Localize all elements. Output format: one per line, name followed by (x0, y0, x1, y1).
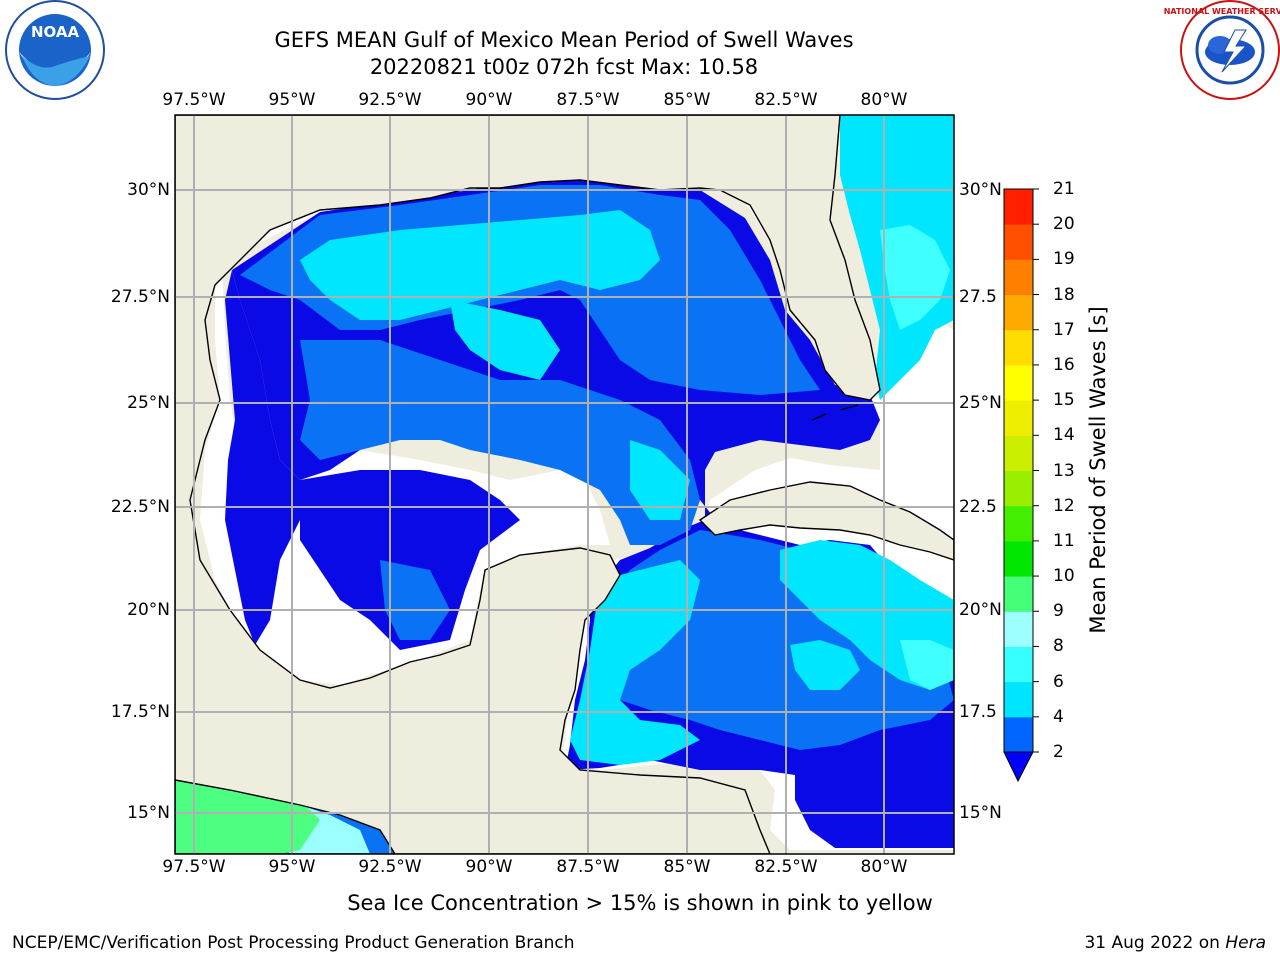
lat-label-right: 30°N (959, 180, 1002, 200)
nws-logo: NATIONAL WEATHER SERVICE (1164, 0, 1280, 100)
lat-label-right: 15°N (959, 803, 1002, 823)
colorbar-segment (1004, 259, 1033, 296)
colorbar-tick-label: 21 (1053, 179, 1075, 199)
colorbar-segment (1004, 505, 1033, 542)
colorbar-segment (1004, 540, 1033, 577)
colorbar (1003, 188, 1039, 783)
lat-label-right: 27.5 (959, 287, 997, 307)
colorbar-tick-label: 17 (1053, 319, 1075, 340)
lat-label-left: 15°N (127, 803, 170, 823)
noaa-logo-text: NOAA (31, 23, 80, 41)
lon-label-top: 87.5°W (556, 90, 620, 110)
footer-host: Hera (1225, 933, 1266, 953)
lon-label-top: 80°W (860, 90, 908, 110)
lat-label-left: 17.5°N (110, 702, 170, 722)
lon-label-bottom: 87.5°W (556, 857, 620, 877)
colorbar-segment (1004, 611, 1033, 647)
colorbar-segment (1004, 646, 1033, 683)
lon-label-bottom: 92.5°W (358, 857, 422, 877)
lat-label-left: 22.5°N (110, 497, 170, 517)
colorbar-tick-label: 6 (1053, 671, 1064, 692)
colorbar-tick-label: 18 (1053, 284, 1075, 305)
colorbar-tick-label: 2 (1053, 742, 1064, 762)
colorbar-tick-label: 15 (1053, 390, 1075, 411)
colorbar-segment (1004, 435, 1033, 471)
footer-run-info: 31 Aug 2022 on Hera (1084, 933, 1266, 953)
lon-label-bottom: 80°W (860, 857, 908, 877)
chart-subtitle: 20220821 t00z 072h fcst Max: 10.58 (369, 55, 759, 79)
colorbar-tick-label: 14 (1053, 425, 1075, 446)
lon-label-top: 97.5°W (162, 90, 226, 110)
lat-label-left: 25°N (127, 393, 170, 413)
map-frame (174, 114, 955, 855)
colorbar-tick-label: 10 (1053, 566, 1075, 587)
colorbar-tick-label: 9 (1053, 601, 1064, 622)
colorbar-segment (1004, 189, 1033, 225)
lat-label-right: 20°N (959, 600, 1002, 620)
lon-label-bottom: 82.5°W (754, 857, 818, 877)
colorbar-tick-label: 16 (1053, 354, 1075, 375)
colorbar-segment (1004, 576, 1033, 612)
lat-label-right: 17.5 (959, 702, 997, 722)
colorbar-segment (1004, 400, 1033, 436)
graticule (175, 115, 954, 854)
lat-label-left: 30°N (127, 180, 170, 200)
lat-label-left: 27.5°N (110, 287, 170, 307)
sea-ice-caption-text: Sea Ice Concentration > 15% is shown in … (347, 891, 933, 915)
lon-label-top: 90°W (465, 90, 513, 110)
lon-label-top: 85°W (663, 90, 711, 110)
lon-label-top: 82.5°W (754, 90, 818, 110)
colorbar-segment (1004, 329, 1033, 366)
colorbar-segment (1004, 716, 1033, 753)
nws-logo-text: NATIONAL WEATHER SERVICE (1164, 7, 1280, 16)
lon-label-top: 92.5°W (358, 90, 422, 110)
colorbar-label: Mean Period of Swell Waves [s] (1086, 306, 1110, 634)
colorbar-segment (1004, 224, 1033, 260)
lat-label-right: 22.5 (959, 497, 997, 517)
colorbar-tick-label: 12 (1053, 495, 1075, 516)
lon-label-bottom: 90°W (465, 857, 513, 877)
colorbar-segment (1004, 294, 1033, 331)
colorbar-segment (1004, 681, 1033, 718)
lon-label-bottom: 85°W (663, 857, 711, 877)
lon-label-bottom: 97.5°W (162, 857, 226, 877)
colorbar-tick-label: 8 (1053, 636, 1064, 657)
footer-producer: NCEP/EMC/Verification Post Processing Pr… (12, 933, 575, 953)
lon-label-top: 95°W (268, 90, 316, 110)
chart-title: GEFS MEAN Gulf of Mexico Mean Period of … (274, 28, 854, 52)
colorbar-extend-arrow (1003, 751, 1034, 783)
colorbar-segment (1004, 364, 1033, 401)
lon-label-bottom: 95°W (268, 857, 316, 877)
lat-label-right: 25°N (959, 393, 1002, 413)
colorbar-tick-label: 20 (1053, 214, 1075, 235)
colorbar-tick-label: 11 (1053, 530, 1075, 551)
colorbar-tick-label: 13 (1053, 460, 1075, 481)
lat-label-left: 20°N (127, 600, 170, 620)
noaa-logo: NOAA (5, 0, 105, 100)
colorbar-tick-label: 19 (1053, 249, 1075, 270)
colorbar-tick-label: 4 (1053, 706, 1064, 727)
sea-ice-caption: Sea Ice Concentration > 15% is shown in … (0, 891, 1280, 915)
map-area (175, 115, 954, 854)
colorbar-segment (1004, 470, 1033, 507)
footer-date: 31 Aug 2022 on (1084, 933, 1226, 953)
